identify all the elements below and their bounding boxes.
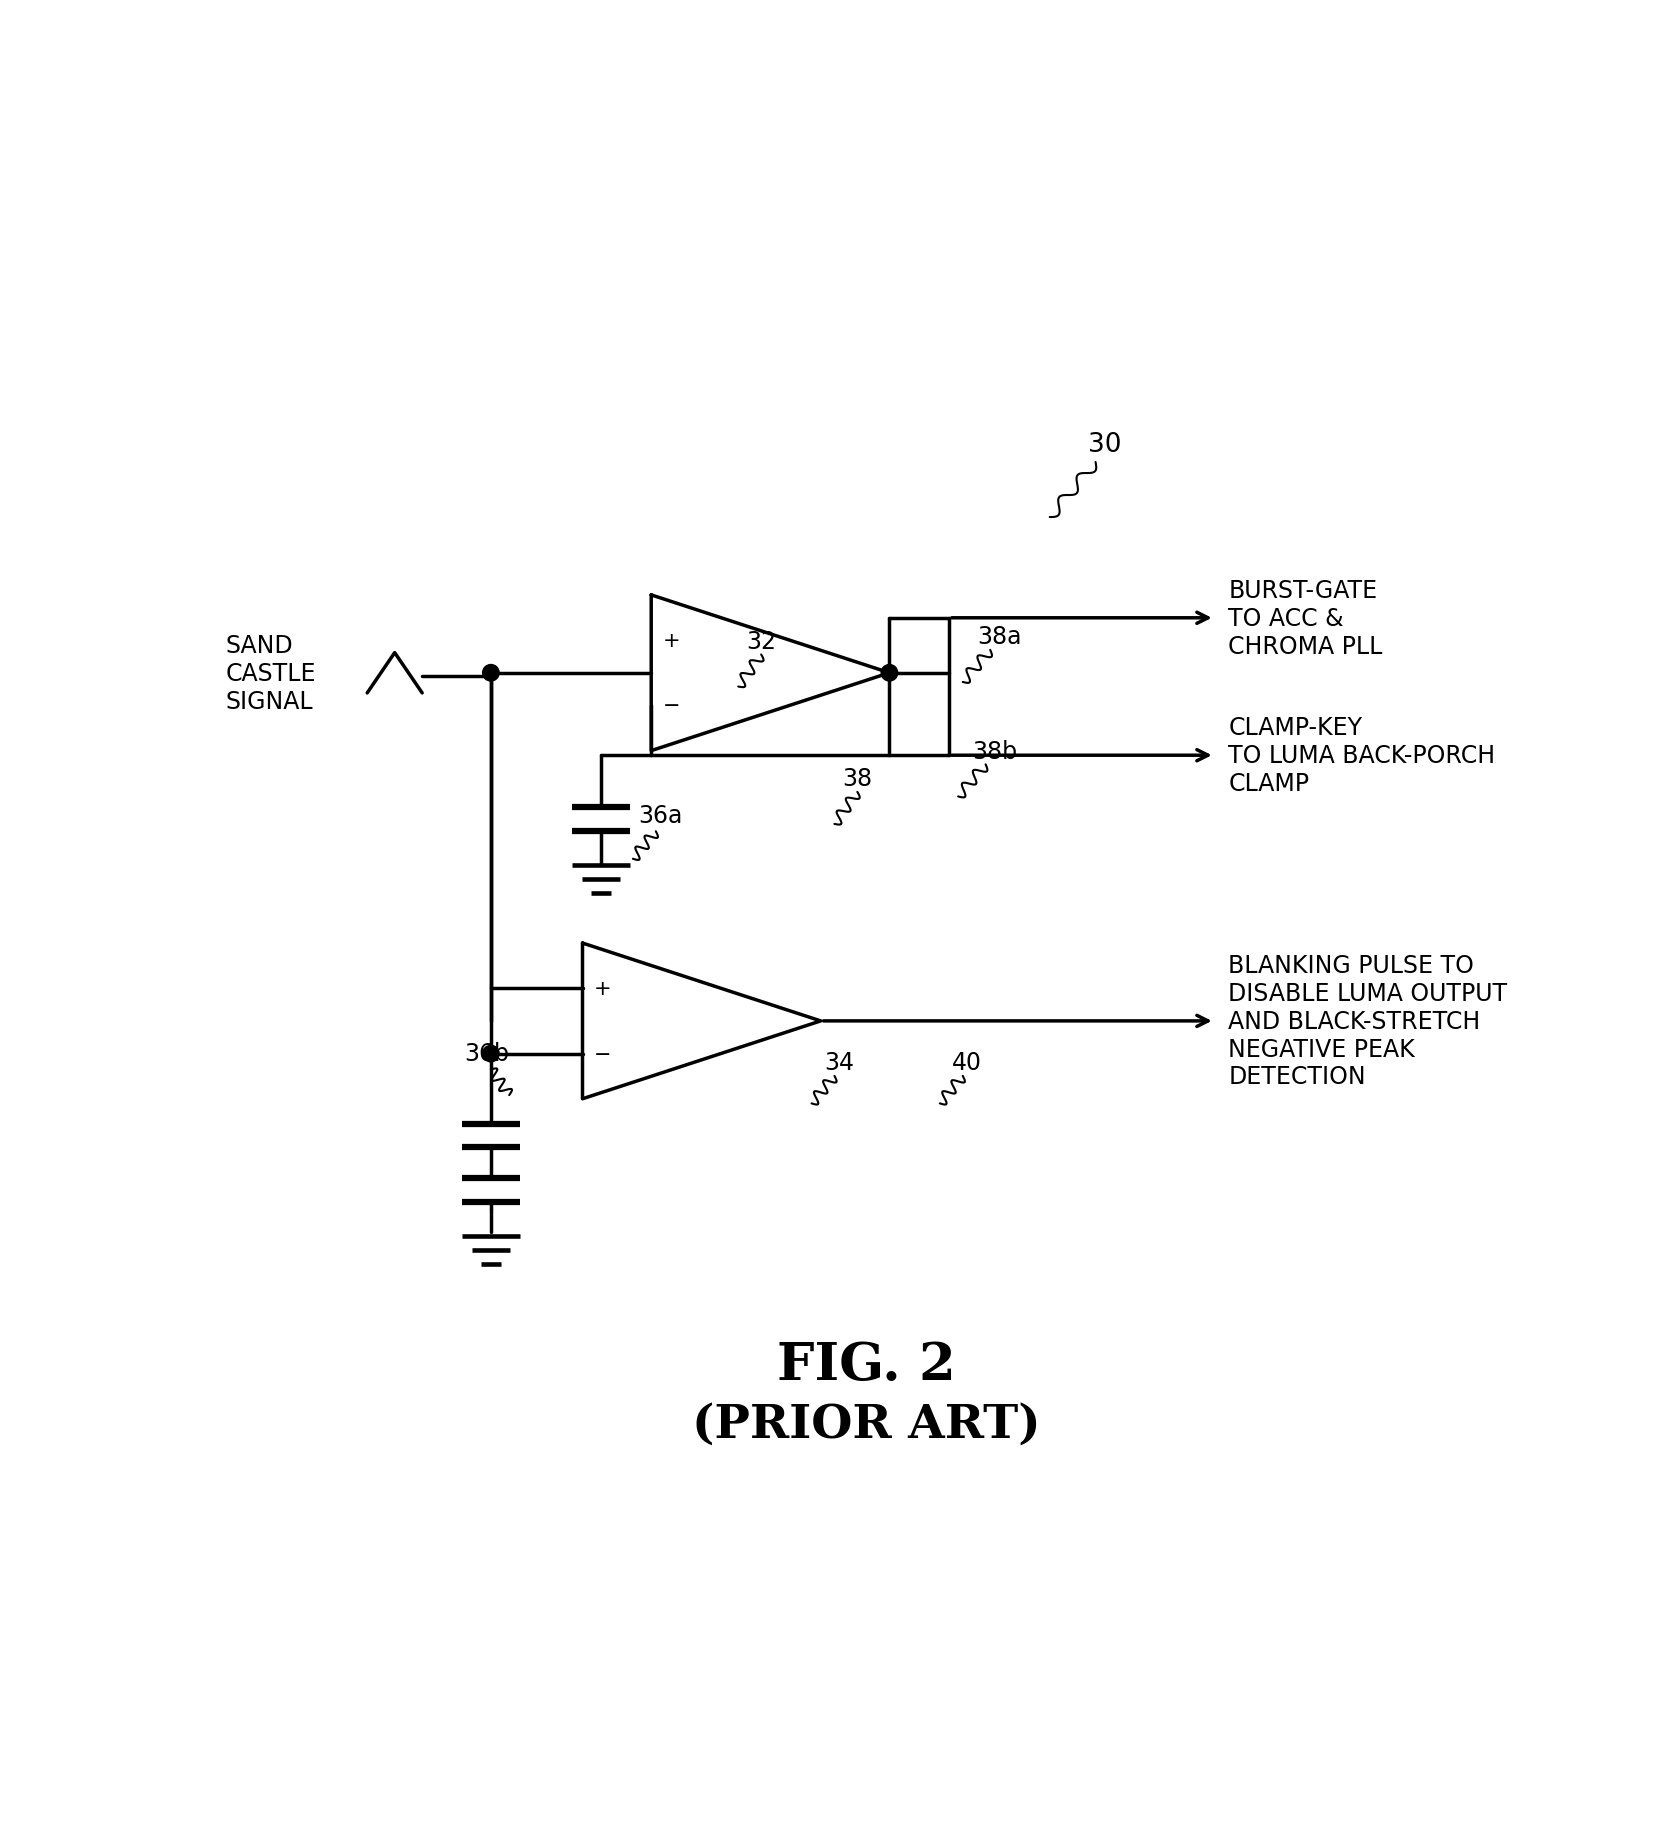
Text: −: − bbox=[662, 696, 680, 716]
Text: BLANKING PULSE TO
DISABLE LUMA OUTPUT
AND BLACK-STRETCH
NEGATIVE PEAK
DETECTION: BLANKING PULSE TO DISABLE LUMA OUTPUT AN… bbox=[1228, 953, 1508, 1088]
Text: +: + bbox=[594, 979, 611, 999]
Text: 30: 30 bbox=[1087, 432, 1122, 458]
Text: +: + bbox=[662, 631, 680, 651]
Text: CLAMP-KEY
TO LUMA BACK-PORCH
CLAMP: CLAMP-KEY TO LUMA BACK-PORCH CLAMP bbox=[1228, 716, 1496, 795]
Text: (PRIOR ART): (PRIOR ART) bbox=[692, 1402, 1041, 1447]
Text: −: − bbox=[594, 1045, 611, 1065]
Text: 36b: 36b bbox=[463, 1041, 508, 1065]
Text: 38b: 38b bbox=[971, 738, 1018, 764]
Circle shape bbox=[880, 665, 897, 682]
Text: 38a: 38a bbox=[976, 625, 1021, 649]
Circle shape bbox=[483, 1046, 500, 1063]
Text: 40: 40 bbox=[952, 1050, 983, 1074]
Text: 36a: 36a bbox=[639, 804, 682, 828]
Text: 38: 38 bbox=[842, 767, 872, 791]
Text: 34: 34 bbox=[824, 1050, 854, 1074]
Text: FIG. 2: FIG. 2 bbox=[778, 1340, 957, 1391]
Text: 32: 32 bbox=[746, 629, 776, 653]
Circle shape bbox=[483, 665, 500, 682]
Text: SAND
CASTLE
SIGNAL: SAND CASTLE SIGNAL bbox=[225, 634, 316, 713]
Text: BURST-GATE
TO ACC &
CHROMA PLL: BURST-GATE TO ACC & CHROMA PLL bbox=[1228, 578, 1384, 658]
